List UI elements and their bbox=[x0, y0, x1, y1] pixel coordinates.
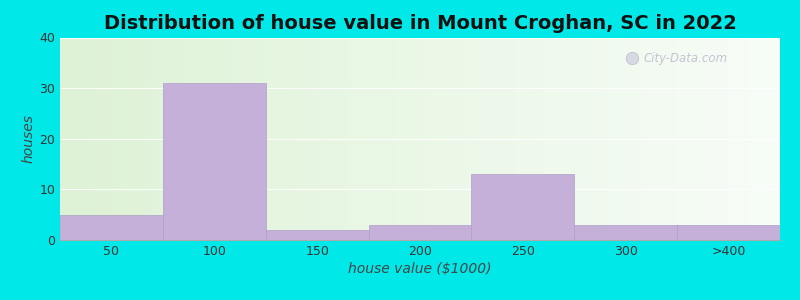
Bar bbox=[677, 225, 780, 240]
Bar bbox=[574, 225, 677, 240]
Bar bbox=[471, 174, 574, 240]
Bar bbox=[163, 83, 266, 240]
Bar bbox=[369, 225, 471, 240]
X-axis label: house value ($1000): house value ($1000) bbox=[348, 262, 492, 276]
Bar bbox=[266, 230, 369, 240]
Y-axis label: houses: houses bbox=[21, 114, 35, 163]
Text: City-Data.com: City-Data.com bbox=[643, 52, 727, 65]
Title: Distribution of house value in Mount Croghan, SC in 2022: Distribution of house value in Mount Cro… bbox=[103, 14, 737, 33]
Bar bbox=[60, 215, 163, 240]
